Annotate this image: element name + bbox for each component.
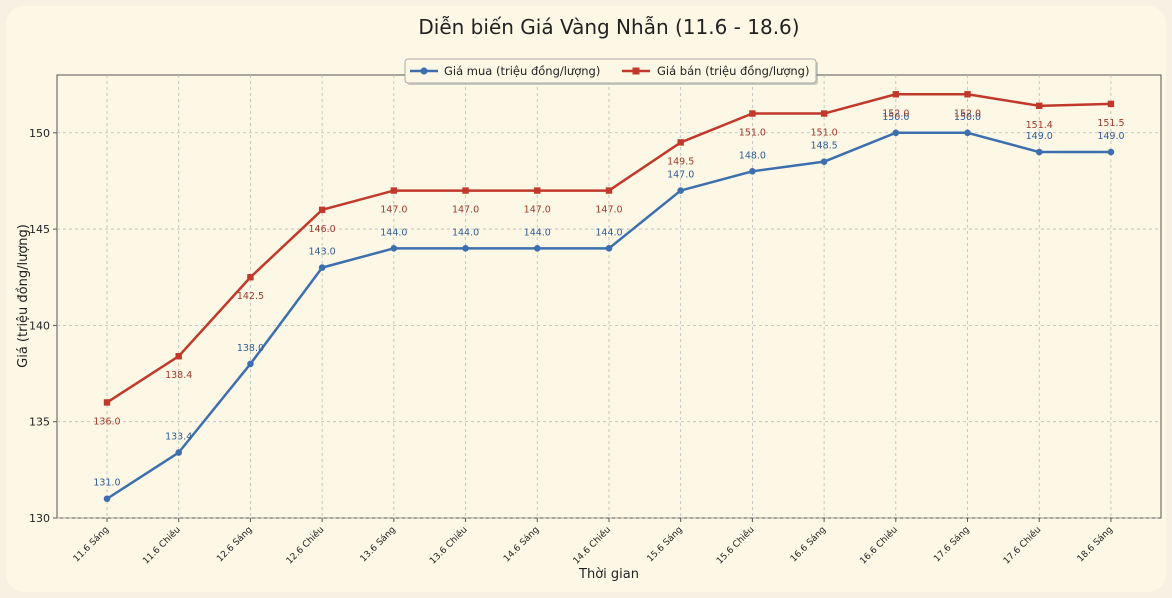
data-label-buy: 144.0 bbox=[595, 227, 622, 238]
data-label-buy: 150.0 bbox=[882, 112, 909, 123]
x-tick-label: 14.6 Sáng bbox=[502, 525, 541, 564]
data-label-sell: 147.0 bbox=[380, 205, 407, 216]
data-point-sell bbox=[820, 110, 828, 117]
x-axis-title: Thời gian bbox=[578, 567, 639, 582]
data-point-sell bbox=[677, 139, 684, 146]
data-point-buy bbox=[318, 264, 326, 271]
data-label-buy: 147.0 bbox=[667, 170, 694, 181]
x-tick-label: 12.6 Chiều bbox=[284, 524, 326, 566]
chart-title: Diễn biến Giá Vàng Nhẫn (11.6 - 18.6) bbox=[418, 15, 799, 39]
data-label-buy: 150.0 bbox=[954, 112, 981, 123]
data-point-buy bbox=[605, 245, 613, 252]
series bbox=[103, 91, 1115, 503]
x-tick-label: 16.6 Chiều bbox=[858, 524, 900, 566]
data-label-sell: 136.0 bbox=[93, 416, 120, 427]
data-label-sell: 152.0 bbox=[882, 108, 909, 119]
y-tick-label: 145 bbox=[29, 223, 50, 236]
data-label-sell: 151.0 bbox=[739, 128, 766, 139]
y-tick-label: 140 bbox=[29, 319, 50, 332]
legend-marker-sell bbox=[632, 67, 640, 75]
data-point-buy bbox=[892, 129, 900, 137]
data-point-buy bbox=[533, 245, 541, 252]
data-label-buy: 133.4 bbox=[165, 432, 192, 443]
data-point-buy bbox=[1107, 148, 1115, 156]
data-point-sell bbox=[1107, 100, 1115, 108]
data-point-buy bbox=[103, 495, 111, 503]
data-point-sell bbox=[175, 353, 182, 360]
data-label-buy: 144.0 bbox=[524, 227, 551, 238]
legend-marker-buy bbox=[420, 67, 428, 75]
data-point-sell bbox=[892, 91, 900, 98]
legend-label-buy: Giá mua (triệu đồng/lượng) bbox=[444, 64, 600, 78]
data-label-buy: 143.0 bbox=[309, 247, 336, 258]
data-label-buy: 148.5 bbox=[810, 141, 837, 152]
data-point-buy bbox=[677, 187, 684, 194]
data-label-buy: 148.0 bbox=[739, 150, 766, 161]
x-tick-label: 17.6 Chiều bbox=[1001, 524, 1043, 566]
data-label-buy: 149.0 bbox=[1026, 131, 1053, 142]
data-point-buy bbox=[247, 360, 254, 368]
data-point-sell bbox=[103, 399, 111, 406]
data-label-sell: 151.5 bbox=[1097, 118, 1124, 129]
data-point-sell bbox=[605, 187, 613, 194]
data-labels: 131.0 133.4 138.0 143.0 144.0 144.0 144.0 144.0… bbox=[93, 108, 1124, 488]
data-point-sell bbox=[534, 187, 541, 194]
x-tick-label: 17.6 Sáng bbox=[932, 525, 971, 564]
data-label-sell: 151.4 bbox=[1026, 120, 1053, 131]
y-axis-title: Giá (triệu đồng/lượng) bbox=[16, 224, 31, 368]
data-label-sell: 147.0 bbox=[524, 205, 551, 216]
x-tick-label: 13.6 Chiều bbox=[427, 524, 469, 566]
data-point-sell bbox=[247, 274, 254, 281]
data-point-buy bbox=[749, 168, 756, 175]
data-label-sell: 146.0 bbox=[309, 224, 336, 235]
x-tick-label: 15.6 Sáng bbox=[646, 525, 685, 564]
data-point-buy bbox=[462, 245, 469, 252]
x-tick-label: 16.6 Sáng bbox=[789, 525, 828, 564]
legend-box bbox=[404, 58, 817, 84]
data-label-sell: 151.0 bbox=[810, 128, 837, 139]
data-label-sell: 147.0 bbox=[595, 205, 622, 216]
y-tick-label: 150 bbox=[29, 127, 50, 140]
data-label-sell: 138.4 bbox=[165, 370, 192, 381]
x-tick-label: 11.6 Sáng bbox=[72, 525, 111, 564]
data-point-sell bbox=[390, 187, 398, 194]
data-label-buy: 144.0 bbox=[380, 227, 407, 238]
data-label-buy: 138.0 bbox=[237, 343, 264, 354]
data-point-sell bbox=[462, 187, 469, 194]
data-point-sell bbox=[318, 206, 326, 214]
data-point-buy bbox=[964, 129, 971, 137]
data-label-buy: 144.0 bbox=[452, 227, 479, 238]
grid bbox=[57, 75, 1161, 519]
data-point-buy bbox=[1035, 148, 1043, 156]
x-tick-label: 15.6 Chiều bbox=[714, 524, 756, 566]
data-label-buy: 131.0 bbox=[93, 478, 120, 489]
x-tick-label: 12.6 Sáng bbox=[215, 525, 254, 564]
x-tick-label: 13.6 Sáng bbox=[359, 525, 398, 564]
data-label-sell: 142.5 bbox=[237, 291, 264, 302]
data-point-sell bbox=[1036, 102, 1043, 110]
x-tick-label: 11.6 Chiều bbox=[141, 524, 183, 566]
data-point-buy bbox=[820, 158, 828, 165]
data-point-buy bbox=[175, 449, 183, 456]
x-tick-label: 18.6 Sáng bbox=[1076, 525, 1115, 564]
legend: Giá mua (triệu đồng/lượng) Giá bán (triệ… bbox=[404, 58, 818, 85]
y-tick-label: 130 bbox=[29, 512, 50, 525]
x-tick-label: 14.6 Chiều bbox=[571, 524, 613, 566]
data-label-sell: 147.0 bbox=[452, 205, 479, 216]
data-point-buy bbox=[390, 245, 398, 252]
data-label-sell: 149.5 bbox=[667, 156, 694, 167]
data-point-sell bbox=[964, 91, 971, 98]
data-point-sell bbox=[749, 110, 756, 117]
data-label-sell: 152.0 bbox=[954, 108, 981, 119]
y-tick-label: 135 bbox=[29, 416, 50, 429]
data-label-buy: 149.0 bbox=[1097, 131, 1124, 142]
legend-label-sell: Giá bán (triệu đồng/lượng) bbox=[657, 64, 809, 78]
